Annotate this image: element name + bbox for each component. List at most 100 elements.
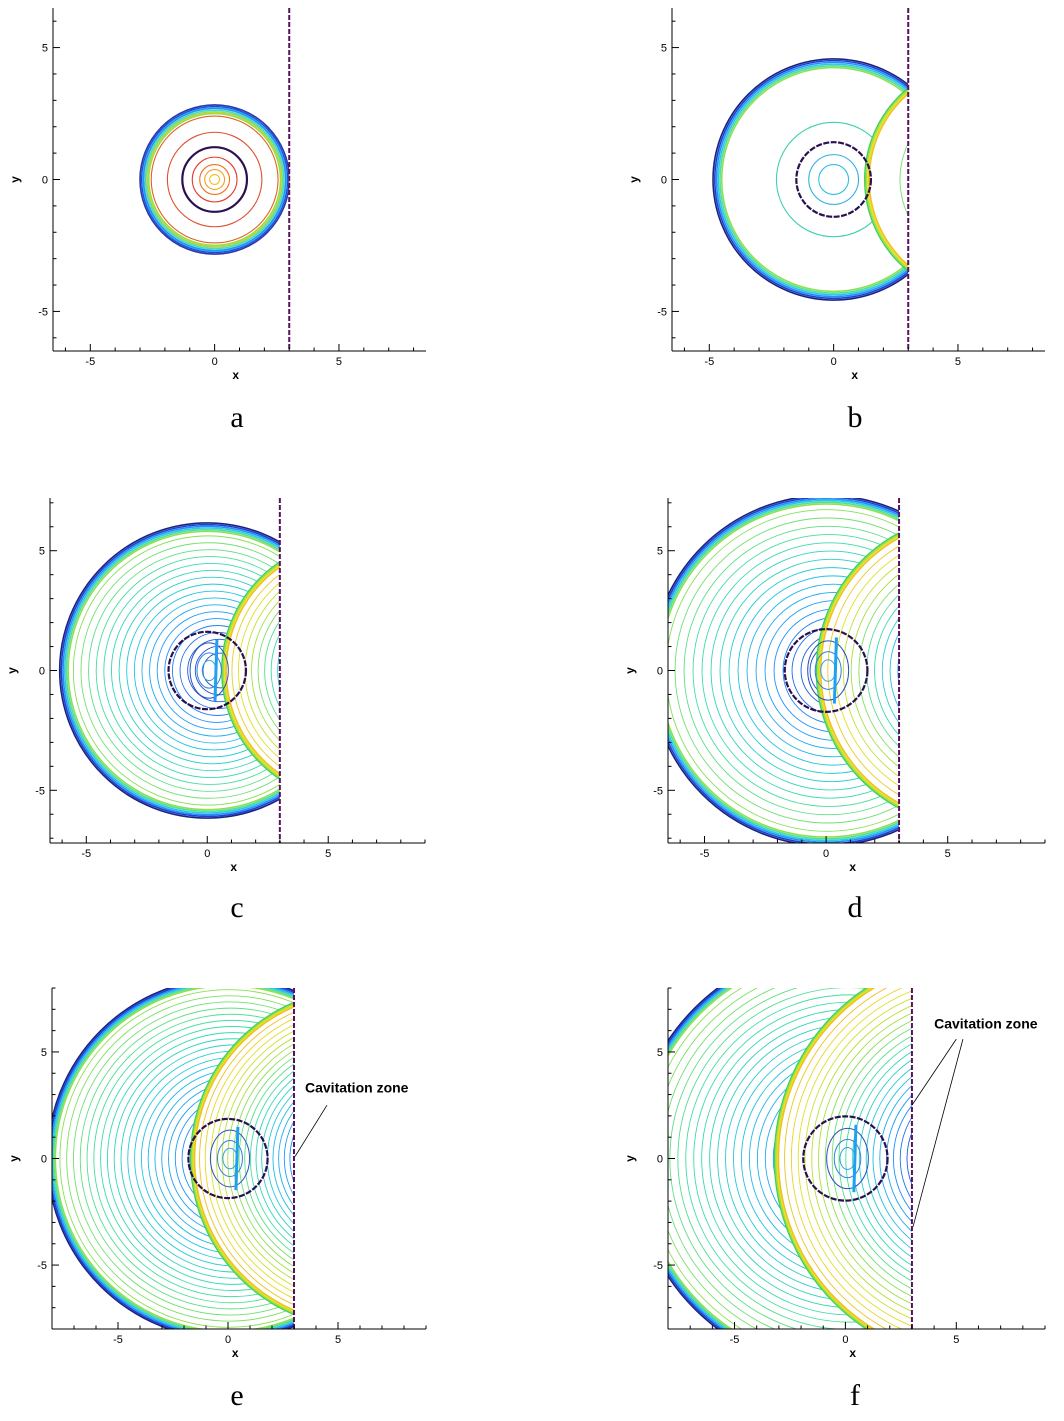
- contour-line: [710, 550, 900, 791]
- contour-line: [270, 588, 280, 753]
- contour-line: [865, 1045, 912, 1272]
- contour-line: [850, 549, 900, 792]
- fluid-region: [668, 498, 1039, 843]
- contour-line: [264, 582, 280, 759]
- panel-b: -5 0 5 -5 0 5 x y b: [627, 8, 1045, 434]
- x-tick-label: 5: [945, 848, 951, 860]
- contour-line: [824, 1004, 912, 1313]
- contour-line: [244, 1042, 294, 1275]
- contour-line: [301, 1100, 419, 1218]
- shock-front-contour: [668, 503, 900, 838]
- reflected-shock-contour: [868, 65, 909, 294]
- reflected-shock-contour: [223, 542, 280, 799]
- contour-line: [141, 597, 280, 744]
- contour-line: [72, 535, 280, 806]
- contour-line: [858, 556, 900, 785]
- contour-line: [818, 164, 850, 195]
- contour-line: [238, 556, 280, 785]
- reflected-shock-contour: [189, 988, 294, 1329]
- y-tick-label: 0: [39, 666, 45, 678]
- y-tick-label: -5: [657, 306, 667, 318]
- y-tick-label: 5: [657, 546, 663, 558]
- bubble-internal-contour: [814, 651, 842, 690]
- reflected-shock-contour: [818, 517, 900, 824]
- contour-line: [737, 575, 900, 766]
- contour-line: [231, 549, 280, 792]
- contour-line: [59, 989, 294, 1328]
- contour-line: [284, 602, 420, 738]
- plot-area: [668, 498, 1039, 843]
- contour-line: [674, 517, 900, 824]
- chart-panels: -5 0 5 -5 0 5 x y a -5 0 5 -5 0 5 x y b -5 0 5 -5 0 5 x y c -5 0 5 -5 0…: [5, 8, 1046, 1412]
- x-tick-label: 0: [842, 1334, 848, 1346]
- y-tick-label: 5: [42, 43, 48, 55]
- plot-area: [139, 104, 290, 255]
- contour-line: [927, 1107, 1029, 1209]
- contour-line: [811, 991, 912, 1326]
- contour-line: [692, 534, 900, 807]
- contour-line: [906, 1086, 912, 1231]
- shock-front-contour: [147, 112, 282, 247]
- contour-line: [199, 164, 231, 195]
- contour-line: [324, 1122, 396, 1194]
- contour-line: [808, 154, 860, 205]
- contour-line: [872, 1052, 912, 1265]
- reflected-region: [863, 61, 909, 298]
- contour-line: [818, 998, 912, 1319]
- panel-letter: f: [850, 1379, 860, 1412]
- shock-front-contour: [140, 105, 289, 254]
- reflected-shock-contour: [776, 988, 912, 1329]
- shock-front-contour: [714, 59, 909, 300]
- contour-line: [310, 628, 394, 712]
- contour-line: [251, 569, 280, 772]
- contour-line: [141, 106, 288, 253]
- contour-line: [804, 988, 912, 1329]
- contour-line: [937, 635, 1008, 706]
- contour-line: [323, 641, 381, 699]
- bubble-internal-contour: [807, 640, 850, 701]
- x-axis-label: x: [232, 368, 239, 382]
- contour-line: [329, 1128, 390, 1189]
- y-tick-label: -5: [37, 1260, 47, 1272]
- contour-line: [746, 583, 900, 758]
- contour-line: [906, 604, 1039, 737]
- contour-line: [879, 1059, 912, 1258]
- bubble-interface: [795, 141, 873, 218]
- contour-line: [683, 525, 900, 816]
- contour-line: [318, 1117, 402, 1201]
- annotation-leader: [912, 1039, 964, 1227]
- contour-line: [272, 1071, 294, 1246]
- panel-letter: b: [848, 401, 863, 434]
- plot-area: [58, 522, 420, 819]
- y-axis-label: y: [623, 1155, 637, 1162]
- reflected-shock-contour: [222, 540, 280, 801]
- contour-line: [881, 580, 900, 761]
- annotation-label: Cavitation zone: [934, 1015, 1038, 1031]
- contour-line: [844, 1140, 882, 1177]
- bubble-internal-contour: [189, 642, 229, 699]
- contour-line: [897, 595, 900, 746]
- x-tick-label: 0: [831, 356, 837, 368]
- contour-line: [232, 1031, 294, 1286]
- x-tick-label: 5: [335, 1334, 341, 1346]
- contour-line: [291, 609, 414, 732]
- contour-line: [693, 1001, 912, 1316]
- y-axis-label: y: [5, 667, 19, 674]
- y-axis-label: y: [627, 176, 641, 183]
- x-tick-label: -5: [113, 1334, 123, 1346]
- bubble-internal-contour: [201, 659, 217, 682]
- contour-line: [788, 1089, 912, 1228]
- bubble-internal-contour: [222, 1147, 238, 1170]
- x-axis-label: x: [232, 1346, 239, 1360]
- x-tick-label: -5: [730, 1334, 740, 1346]
- plot-area: [52, 988, 419, 1329]
- y-tick-label: 0: [42, 175, 48, 187]
- reflected-shock-contour: [866, 63, 909, 296]
- shock-front-contour: [60, 523, 280, 818]
- contour-line: [701, 542, 900, 799]
- contour-line: [144, 109, 285, 250]
- contour-line: [899, 1079, 912, 1238]
- contour-line: [80, 542, 280, 799]
- contour-line: [892, 1072, 912, 1245]
